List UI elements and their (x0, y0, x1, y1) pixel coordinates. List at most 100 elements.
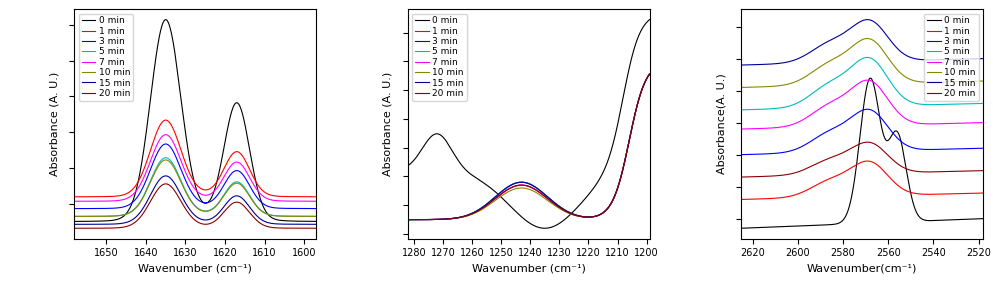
1 min (201, 188, 213, 192)
15 min (456, 215, 468, 219)
20 min (567, 213, 579, 216)
3 min (934, 147, 946, 151)
1 min (567, 213, 579, 216)
Line: 3 min: 3 min (742, 109, 983, 155)
0 min (576, 201, 588, 205)
5 min (310, 215, 322, 218)
Line: 20 min: 20 min (742, 142, 983, 177)
20 min (310, 226, 322, 230)
1 min (456, 215, 468, 219)
1 min (915, 192, 926, 196)
Y-axis label: Absorbance (A. U.): Absorbance (A. U.) (50, 72, 60, 176)
1 min (267, 194, 279, 197)
10 min (834, 53, 846, 57)
3 min (310, 207, 322, 211)
5 min (977, 102, 989, 105)
7 min (248, 183, 260, 187)
20 min (456, 215, 468, 219)
7 min (794, 119, 806, 123)
Line: 5 min: 5 min (742, 58, 983, 110)
5 min (934, 103, 946, 106)
15 min (934, 58, 946, 62)
0 min (865, 76, 877, 80)
15 min (815, 43, 827, 47)
15 min (915, 58, 926, 62)
1 min (168, 128, 180, 132)
0 min (915, 217, 926, 220)
20 min (426, 218, 438, 221)
20 min (868, 142, 880, 145)
Line: 5 min: 5 min (74, 158, 316, 216)
5 min (794, 99, 806, 103)
Y-axis label: Absorbance (A. U.): Absorbance (A. U.) (382, 72, 392, 176)
X-axis label: Wavenumber (cm⁻¹): Wavenumber (cm⁻¹) (138, 264, 252, 274)
Line: 0 min: 0 min (742, 78, 983, 228)
10 min (248, 201, 260, 205)
0 min (834, 221, 846, 224)
0 min (128, 196, 140, 200)
10 min (736, 86, 748, 89)
Legend: 0 min, 1 min, 3 min, 5 min, 7 min, 10 min, 15 min, 20 min: 0 min, 1 min, 3 min, 5 min, 7 min, 10 mi… (924, 14, 978, 101)
5 min (402, 218, 414, 222)
5 min (815, 85, 827, 89)
20 min (585, 215, 597, 219)
7 min (576, 215, 588, 218)
Line: 3 min: 3 min (408, 74, 649, 220)
7 min (643, 72, 655, 76)
7 min (310, 200, 322, 203)
3 min (69, 207, 80, 211)
7 min (426, 218, 438, 221)
10 min (815, 64, 827, 68)
Line: 15 min: 15 min (742, 20, 983, 65)
1 min (402, 218, 414, 222)
5 min (868, 58, 880, 62)
10 min (128, 208, 140, 212)
20 min (794, 169, 806, 173)
0 min (69, 220, 80, 223)
20 min (915, 170, 926, 174)
7 min (736, 127, 748, 131)
10 min (148, 172, 160, 176)
0 min (934, 218, 946, 222)
5 min (168, 163, 180, 167)
15 min (567, 212, 579, 216)
20 min (834, 152, 846, 156)
5 min (915, 103, 926, 106)
5 min (643, 72, 655, 76)
7 min (69, 200, 80, 203)
10 min (69, 215, 80, 218)
3 min (248, 191, 260, 195)
0 min (585, 190, 597, 194)
1 min (248, 177, 260, 180)
15 min (861, 18, 873, 21)
15 min (576, 215, 588, 218)
7 min (160, 133, 172, 136)
3 min (201, 201, 213, 204)
7 min (168, 141, 180, 145)
Line: 0 min: 0 min (74, 20, 316, 222)
7 min (148, 149, 160, 153)
Line: 0 min: 0 min (408, 20, 649, 228)
7 min (402, 218, 414, 222)
7 min (815, 106, 827, 110)
1 min (128, 186, 140, 190)
3 min (643, 72, 655, 76)
15 min (160, 174, 172, 178)
3 min (267, 206, 279, 210)
20 min (201, 222, 213, 226)
3 min (160, 142, 172, 146)
Line: 20 min: 20 min (408, 74, 649, 220)
5 min (456, 215, 468, 219)
0 min (485, 186, 496, 190)
10 min (585, 215, 597, 219)
15 min (310, 222, 322, 226)
10 min (915, 80, 926, 84)
Line: 7 min: 7 min (74, 135, 316, 201)
7 min (868, 80, 880, 84)
15 min (402, 218, 414, 222)
0 min (643, 18, 655, 21)
20 min (248, 216, 260, 219)
0 min (201, 201, 213, 205)
20 min (160, 182, 172, 186)
15 min (834, 33, 846, 37)
